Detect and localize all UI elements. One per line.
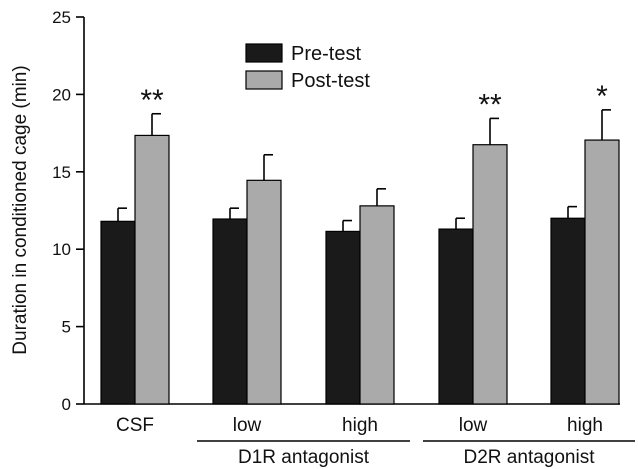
legend: Pre-test Post-test — [245, 43, 370, 92]
y-tick-label: 25 — [52, 8, 71, 27]
category-label: low — [459, 415, 488, 436]
post-test-bar — [359, 205, 395, 405]
legend-swatch-post-test — [245, 70, 283, 90]
group-label: D2R antagonist — [464, 447, 596, 468]
legend-label: Post-test — [291, 70, 370, 92]
pre-test-bar — [212, 218, 248, 405]
legend-swatch-pre-test — [245, 43, 283, 63]
significance-marker: ** — [140, 84, 164, 117]
y-tick-label: 5 — [62, 318, 71, 337]
pre-test-bar — [550, 217, 586, 405]
category-label: high — [567, 415, 603, 436]
pre-test-bar — [325, 230, 361, 405]
bars-layer: ** ** * — [100, 80, 620, 405]
group-label: D1R antagonist — [238, 447, 370, 468]
pre-test-bar — [438, 228, 474, 405]
post-test-bar — [472, 144, 508, 405]
post-test-bar — [134, 134, 170, 405]
y-tick-label: 20 — [52, 85, 71, 104]
post-test-bar — [246, 179, 282, 405]
category-label: CSF — [116, 415, 154, 436]
y-tick-label: 10 — [52, 240, 71, 259]
y-axis-label: Duration in conditioned cage (min) — [10, 65, 31, 354]
y-tick-label: 15 — [52, 163, 71, 182]
significance-marker: * — [596, 80, 608, 113]
post-test-bar — [584, 139, 620, 405]
y-tick-label: 0 — [62, 395, 71, 414]
legend-label: Pre-test — [291, 43, 361, 65]
significance-marker: ** — [478, 88, 502, 121]
category-label: low — [233, 415, 262, 436]
axes: 0 5 10 15 20 25 CSF low high low high D1R antagonis… — [52, 8, 635, 468]
pre-test-bar — [100, 220, 136, 405]
category-label: high — [342, 415, 378, 436]
